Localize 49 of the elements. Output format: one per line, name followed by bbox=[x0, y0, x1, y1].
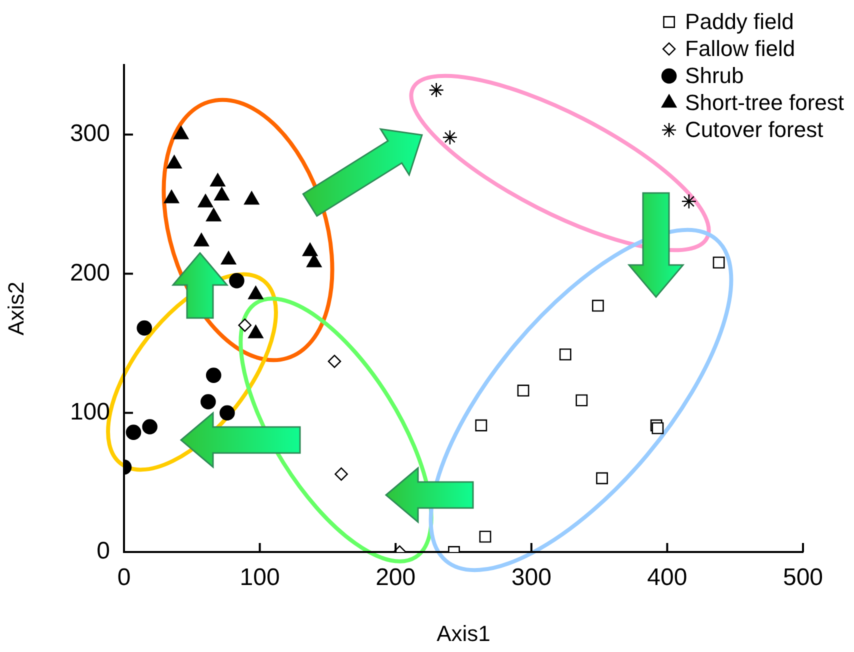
point bbox=[652, 422, 664, 434]
y-tick-label: 0 bbox=[96, 538, 110, 565]
legend-label: Short-tree forest bbox=[685, 90, 844, 116]
point bbox=[126, 424, 142, 440]
point bbox=[576, 394, 588, 406]
point bbox=[229, 273, 244, 288]
point bbox=[198, 194, 214, 208]
point bbox=[214, 187, 230, 200]
point bbox=[596, 472, 608, 484]
point bbox=[220, 251, 236, 264]
y-tick-label: 100 bbox=[70, 398, 110, 426]
x-tick-label: 200 bbox=[376, 564, 416, 592]
point bbox=[328, 354, 342, 368]
x-tick-label: 500 bbox=[782, 564, 824, 592]
point bbox=[173, 126, 189, 140]
point bbox=[592, 300, 604, 312]
point bbox=[166, 155, 182, 168]
point bbox=[248, 286, 264, 300]
x-axis-title: Axis1 bbox=[436, 620, 490, 646]
y-tick-label: 300 bbox=[70, 120, 110, 148]
point bbox=[248, 324, 264, 338]
point bbox=[194, 233, 209, 246]
point bbox=[559, 348, 572, 360]
point bbox=[164, 190, 180, 204]
x-tick-label: 0 bbox=[117, 564, 131, 592]
point bbox=[334, 467, 348, 481]
point bbox=[200, 394, 216, 410]
point bbox=[712, 256, 725, 269]
x-tick-label: 100 bbox=[240, 564, 280, 592]
point bbox=[479, 530, 492, 543]
point bbox=[136, 320, 152, 336]
x-tick-label: 400 bbox=[647, 564, 688, 592]
legend-label: Cutover forest bbox=[685, 117, 824, 142]
point bbox=[517, 384, 530, 397]
point bbox=[238, 318, 252, 332]
legend-label: Fallow field bbox=[685, 36, 796, 62]
y-axis-title: Axis2 bbox=[3, 282, 28, 336]
point bbox=[475, 419, 488, 432]
point bbox=[302, 242, 318, 256]
legend-label: Shrub bbox=[685, 63, 744, 88]
point bbox=[206, 368, 222, 383]
x-tick-label: 300 bbox=[511, 564, 552, 592]
point bbox=[210, 173, 226, 187]
point bbox=[206, 208, 222, 222]
legend-label: Paddy field bbox=[685, 9, 794, 34]
y-tick-label: 200 bbox=[70, 259, 110, 286]
point bbox=[142, 419, 158, 434]
point bbox=[244, 191, 260, 205]
point bbox=[220, 405, 235, 421]
